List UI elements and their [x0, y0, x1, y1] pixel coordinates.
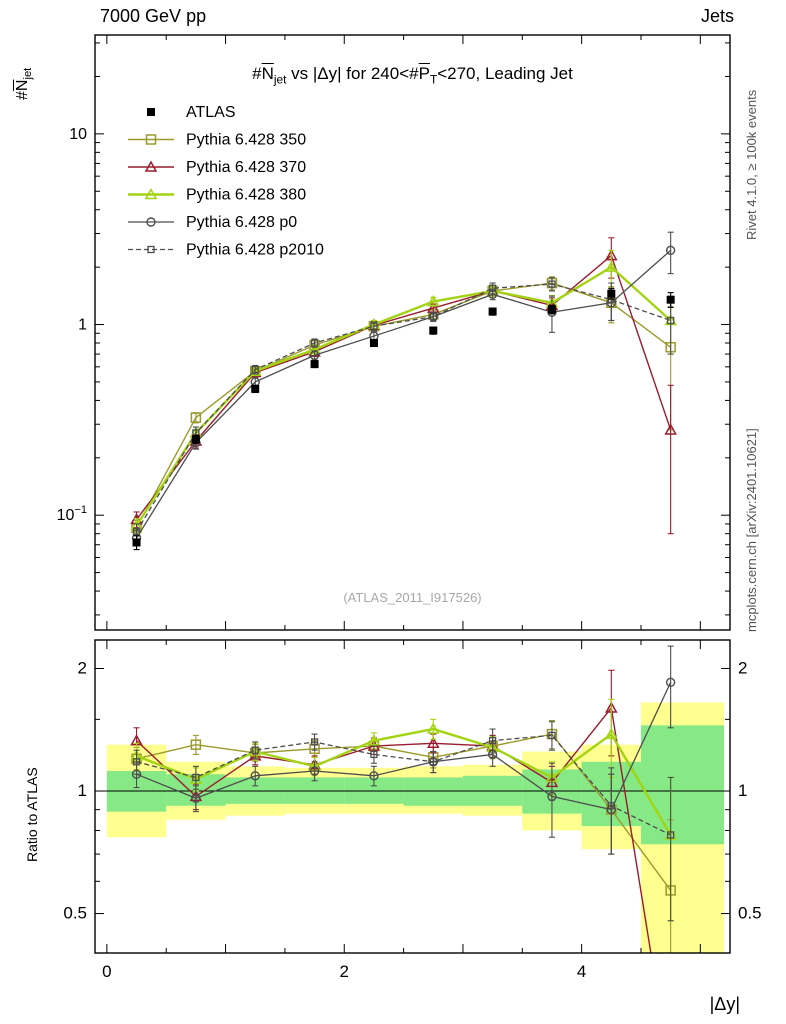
title-hash: # [252, 64, 262, 83]
title-mid: vs |Δy| for 240<# [286, 64, 419, 83]
svg-text:1: 1 [78, 317, 87, 334]
title-pt-sub: T [429, 72, 438, 87]
svg-text:1: 1 [738, 781, 747, 800]
legend-item-pythia-6-428-370: Pythia 6.428 370 [128, 159, 306, 176]
svg-text:0.5: 0.5 [63, 904, 87, 923]
svg-text:2: 2 [340, 962, 349, 981]
title-njet: N [261, 64, 274, 83]
title-njet-sub: jet [273, 72, 287, 87]
svg-text:10−1: 10−1 [57, 504, 87, 524]
series-pythia-6-428-350 [131, 276, 676, 537]
svg-text:0: 0 [102, 962, 111, 981]
ylabel-njet-sub: jet [22, 67, 35, 80]
axis-ticks [95, 35, 730, 954]
legend-label: Pythia 6.428 370 [186, 159, 306, 176]
ratio-y-axis-title: Ratio to ATLAS [24, 767, 40, 862]
legend-item-pythia-6-428-350: Pythia 6.428 350 [128, 132, 306, 149]
header-analysis-group: Jets [700, 6, 734, 26]
legend-label: Pythia 6.428 350 [186, 132, 306, 149]
x-axis-title: |Δy| [709, 994, 740, 1014]
series-pythia-6-428-370 [130, 237, 677, 535]
ylabel-hash: # [14, 91, 31, 100]
legend: ATLAS Pythia 6.428 350 Pythia 6.428 370 Pyt… [128, 104, 324, 259]
band-green [403, 777, 463, 806]
legend-label: Pythia 6.428 380 [186, 187, 306, 204]
mcplots-arxiv-note: mcplots.cern.ch [arXiv:2401.10621] [744, 428, 759, 632]
main-y-axis-title: #Njet [14, 68, 34, 100]
legend-item-pythia-6-428-p2010: Pythia 6.428 p2010 [128, 242, 324, 259]
series-pythia-6-428-p2010 [132, 721, 675, 922]
series-pythia-6-428-p0 [131, 645, 676, 855]
svg-text:2: 2 [738, 659, 747, 678]
plot-title: #Njet vs |Δy| for 240<#PT<270, Leading J… [95, 64, 730, 86]
axis-tick-labels: 10−1 1 10 0.5 0.5 1 1 2 2 0 2 4 [57, 126, 762, 981]
rivet-version-note: Rivet 4.1.0, ≥ 100k events [744, 89, 759, 240]
title-tail: <270, Leading Jet [437, 64, 573, 83]
analysis-id-watermark: (ATLAS_2011_I917526) [343, 590, 482, 605]
legend-item-pythia-6-428-p0: Pythia 6.428 p0 [128, 214, 297, 231]
header-beam-energy: 7000 GeV pp [100, 6, 207, 26]
legend-item-atlas: ATLAS [147, 104, 236, 121]
svg-text:4: 4 [577, 962, 586, 981]
ylabel-njet: N [14, 79, 31, 92]
legend-label: Pythia 6.428 p0 [186, 214, 297, 231]
band-green [640, 725, 725, 845]
svg-text:0.5: 0.5 [738, 904, 762, 923]
legend-label: Pythia 6.428 p2010 [186, 242, 324, 259]
legend-item-pythia-6-428-380: Pythia 6.428 380 [128, 187, 306, 204]
title-pt: P [418, 64, 430, 83]
svg-text:2: 2 [78, 659, 87, 678]
series-atlas [132, 288, 675, 551]
legend-label: ATLAS [186, 104, 236, 121]
svg-text:10: 10 [69, 126, 87, 143]
svg-text:1: 1 [78, 781, 87, 800]
series-pythia-6-428-380 [130, 249, 677, 535]
